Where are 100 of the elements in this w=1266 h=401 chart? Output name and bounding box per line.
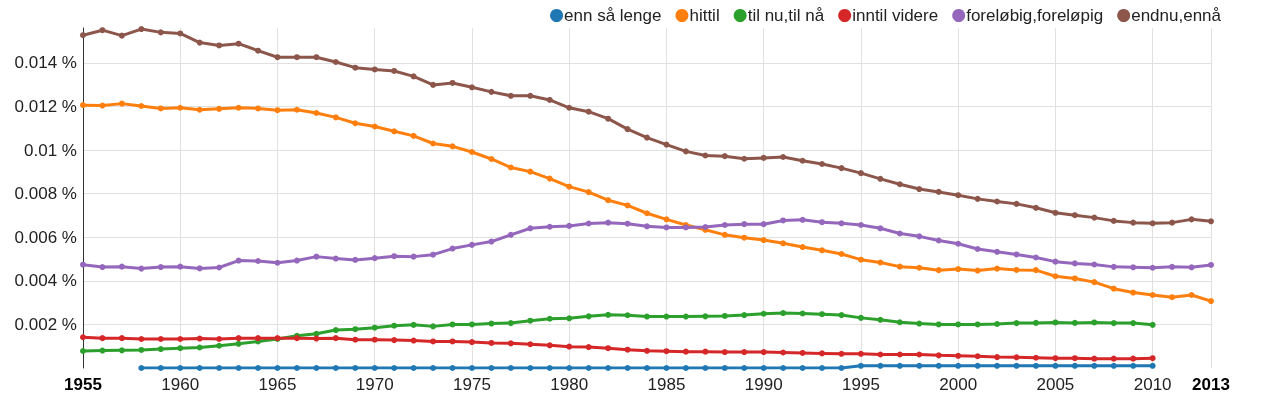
point	[1052, 319, 1059, 326]
point	[468, 84, 475, 91]
point	[313, 335, 320, 342]
point	[819, 365, 826, 371]
point	[663, 313, 670, 320]
point	[332, 59, 339, 65]
point	[1130, 289, 1137, 296]
point	[760, 349, 767, 356]
point	[468, 339, 475, 346]
point	[994, 354, 1001, 361]
point	[780, 349, 787, 356]
y-tick-label: 0.01 %	[24, 140, 77, 160]
x-tick-label: 2010	[1133, 375, 1172, 394]
point	[760, 237, 767, 244]
point	[138, 346, 145, 353]
point	[352, 256, 359, 263]
point	[352, 64, 359, 71]
point	[1032, 354, 1039, 361]
point	[80, 348, 86, 354]
point	[196, 106, 203, 113]
point	[507, 320, 514, 327]
point	[780, 154, 787, 161]
point	[624, 365, 631, 371]
point	[157, 336, 164, 343]
point	[1032, 267, 1039, 274]
point	[507, 92, 514, 99]
x-tick-label: 1985	[647, 375, 686, 394]
point	[663, 216, 670, 223]
y-tick-label: 0.006 %	[14, 227, 77, 247]
point	[566, 315, 573, 322]
point	[838, 220, 845, 227]
point	[1032, 319, 1039, 326]
point	[430, 365, 437, 371]
x-tick-label: 1975	[453, 375, 491, 394]
point	[1013, 362, 1020, 369]
point	[780, 365, 787, 371]
point	[819, 219, 826, 226]
point	[857, 222, 864, 229]
point	[430, 338, 437, 345]
point	[1071, 355, 1078, 362]
point	[1013, 266, 1020, 273]
point	[721, 365, 728, 371]
y-tick-label: 0.012 %	[14, 96, 77, 116]
point	[819, 350, 826, 357]
legend-label: endnu,ennå	[1131, 6, 1222, 25]
point	[546, 315, 553, 322]
point	[566, 104, 573, 111]
point	[857, 314, 864, 321]
point	[1013, 320, 1020, 327]
point	[99, 347, 106, 354]
point	[624, 202, 631, 209]
point	[391, 253, 398, 260]
point	[1149, 264, 1156, 271]
point	[196, 265, 203, 272]
point	[566, 183, 573, 190]
point	[838, 251, 845, 258]
point	[80, 102, 86, 109]
legend-label: foreløbig,foreløpig	[966, 6, 1104, 25]
point	[449, 365, 456, 371]
point	[80, 334, 86, 341]
point	[974, 353, 981, 360]
point	[546, 342, 553, 349]
point	[974, 362, 981, 369]
point	[371, 365, 378, 371]
point	[488, 365, 495, 371]
point	[721, 349, 728, 356]
point	[449, 245, 456, 252]
point	[721, 231, 728, 238]
point	[1052, 355, 1059, 362]
point	[1188, 291, 1195, 298]
point	[274, 54, 281, 61]
point	[313, 110, 320, 116]
point	[644, 347, 650, 354]
point	[138, 265, 145, 272]
point	[644, 134, 650, 141]
point	[819, 311, 826, 318]
point	[1091, 362, 1098, 369]
point	[216, 342, 223, 349]
point	[799, 310, 806, 317]
point	[1130, 355, 1137, 362]
point	[546, 175, 553, 182]
point	[1110, 217, 1117, 224]
point	[1052, 258, 1059, 265]
point	[1071, 212, 1078, 219]
point	[391, 67, 398, 74]
point	[1091, 214, 1098, 221]
point	[527, 341, 534, 348]
point	[644, 210, 650, 217]
point	[857, 170, 864, 177]
point	[877, 259, 884, 266]
point	[138, 365, 145, 371]
point	[974, 267, 981, 274]
point	[1110, 285, 1117, 292]
point	[799, 365, 806, 371]
point	[235, 104, 242, 111]
point	[877, 225, 884, 232]
point	[955, 352, 962, 359]
point	[760, 221, 767, 228]
x-tick-label: 1990	[744, 375, 783, 394]
x-tick-label: 2013	[1192, 375, 1230, 394]
